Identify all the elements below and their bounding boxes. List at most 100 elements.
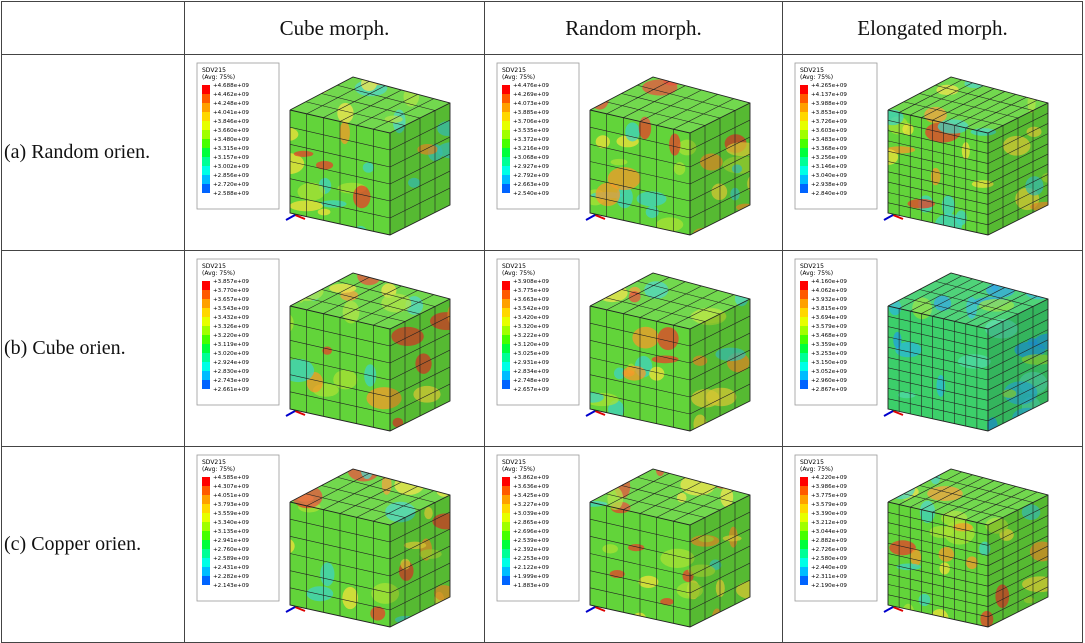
column-header: Elongated morph. bbox=[783, 2, 1083, 55]
stress-blotch bbox=[903, 604, 914, 621]
axis-triad bbox=[286, 411, 295, 416]
legend-value: +3.468e+09 bbox=[811, 333, 847, 339]
legend-swatch bbox=[502, 576, 510, 585]
legend-value: +3.256e+09 bbox=[811, 155, 847, 161]
table: Cube morph.Random morph.Elongated morph.… bbox=[1, 1, 1083, 643]
legend-swatch bbox=[202, 486, 210, 495]
row-label: (a) Random orien. bbox=[2, 55, 185, 251]
legend-swatch bbox=[202, 157, 210, 166]
plot-cell: SDV215(Avg: 75%)+3.908e+09+3.775e+09+3.6… bbox=[485, 251, 783, 447]
cube bbox=[585, 75, 760, 240]
legend-swatch bbox=[800, 344, 808, 353]
legend-value: +3.253e+09 bbox=[811, 351, 847, 357]
legend-value: +3.212e+09 bbox=[811, 520, 847, 526]
legend-average: (Avg: 75%) bbox=[502, 466, 535, 473]
stress-blotch bbox=[596, 183, 620, 206]
contour-plot: SDV215(Avg: 75%)+3.908e+09+3.775e+09+3.6… bbox=[485, 251, 781, 441]
legend-swatch bbox=[202, 567, 210, 576]
stress-blotch bbox=[413, 427, 424, 441]
legend-value: +3.775e+09 bbox=[513, 288, 549, 294]
legend-swatch bbox=[502, 371, 510, 380]
legend-value: +4.248e+09 bbox=[213, 101, 249, 107]
legend-swatch bbox=[800, 299, 808, 308]
legend-swatch bbox=[502, 166, 510, 175]
legend-value: +3.726e+09 bbox=[811, 119, 847, 125]
legend-value: +3.603e+09 bbox=[811, 128, 847, 134]
stress-blotch bbox=[392, 268, 401, 277]
legend-swatch bbox=[202, 281, 210, 290]
legend-swatch bbox=[800, 477, 808, 486]
legend-value: +3.986e+09 bbox=[811, 484, 847, 490]
stress-blotch bbox=[633, 613, 646, 624]
legend-value: +3.775e+09 bbox=[811, 493, 847, 499]
cube bbox=[582, 265, 759, 441]
legend-value: +2.938e+09 bbox=[811, 182, 847, 188]
legend-value: +2.282e+09 bbox=[213, 574, 249, 580]
legend-swatch bbox=[202, 317, 210, 326]
legend-value: +3.815e+09 bbox=[811, 306, 847, 312]
legend-swatch bbox=[202, 353, 210, 362]
legend-swatch bbox=[502, 495, 510, 504]
legend-swatch bbox=[800, 317, 808, 326]
legend-value: +2.856e+09 bbox=[213, 173, 249, 179]
stress-blotch bbox=[320, 562, 334, 586]
legend-average: (Avg: 75%) bbox=[800, 466, 833, 473]
legend-swatch bbox=[502, 299, 510, 308]
legend-value: +2.696e+09 bbox=[513, 529, 549, 535]
legend-value: +3.420e+09 bbox=[513, 315, 549, 321]
legend-swatch bbox=[800, 362, 808, 371]
legend-value: +1.883e+09 bbox=[513, 583, 549, 589]
legend-swatch bbox=[502, 486, 510, 495]
legend-value: +2.540e+09 bbox=[513, 191, 549, 197]
stress-blotch bbox=[592, 81, 605, 92]
stress-blotch bbox=[996, 73, 1011, 81]
stress-blotch bbox=[656, 217, 683, 231]
legend-value: +3.706e+09 bbox=[513, 119, 549, 125]
legend-value: +3.853e+09 bbox=[811, 110, 847, 116]
legend-value: +2.431e+09 bbox=[213, 565, 249, 571]
legend-variable: SDV215 bbox=[202, 459, 226, 466]
legend-swatch bbox=[800, 558, 808, 567]
legend-swatch bbox=[800, 540, 808, 549]
legend-value: +2.720e+09 bbox=[213, 182, 249, 188]
legend-value: +3.368e+09 bbox=[811, 146, 847, 152]
legend-average: (Avg: 75%) bbox=[202, 466, 235, 473]
legend-swatch bbox=[202, 148, 210, 157]
legend-swatch bbox=[800, 567, 808, 576]
stress-blotch bbox=[450, 268, 459, 278]
legend-value: +2.440e+09 bbox=[811, 565, 847, 571]
row: (a) Random orien.SDV215(Avg: 75%)+4.688e… bbox=[2, 55, 1083, 251]
legend-swatch bbox=[502, 103, 510, 112]
legend-swatch bbox=[502, 308, 510, 317]
legend-variable: SDV215 bbox=[502, 459, 526, 466]
legend-swatch bbox=[202, 477, 210, 486]
legend-swatch bbox=[202, 504, 210, 513]
legend-value: +3.559e+09 bbox=[213, 511, 249, 517]
legend-swatch bbox=[202, 549, 210, 558]
stress-blotch bbox=[438, 473, 460, 495]
plot-cell: SDV215(Avg: 75%)+4.265e+09+4.137e+09+3.9… bbox=[783, 55, 1083, 251]
axis-triad bbox=[586, 607, 595, 612]
cube bbox=[273, 71, 470, 240]
legend-swatch bbox=[502, 130, 510, 139]
legend-swatch bbox=[502, 362, 510, 371]
legend-variable: SDV215 bbox=[800, 263, 824, 270]
plot-cell: SDV215(Avg: 75%)+3.862e+09+3.636e+09+3.4… bbox=[485, 447, 783, 643]
legend-value: +1.999e+09 bbox=[513, 574, 549, 580]
stress-blotch bbox=[620, 424, 649, 432]
legend-value: +2.760e+09 bbox=[213, 547, 249, 553]
stress-blotch bbox=[625, 122, 639, 141]
legend-value: +2.882e+09 bbox=[811, 538, 847, 544]
stress-blotch bbox=[953, 621, 965, 637]
legend-value: +2.726e+09 bbox=[811, 547, 847, 553]
legend-swatch bbox=[800, 281, 808, 290]
contour-plot: SDV215(Avg: 75%)+4.160e+09+4.062e+09+3.9… bbox=[783, 251, 1081, 441]
stress-blotch bbox=[1037, 264, 1057, 280]
legend-swatch bbox=[800, 513, 808, 522]
legend-value: +4.585e+09 bbox=[213, 475, 249, 481]
legend-variable: SDV215 bbox=[800, 67, 824, 74]
legend-value: +3.425e+09 bbox=[513, 493, 549, 499]
legend-value: +3.039e+09 bbox=[513, 511, 549, 517]
legend-swatch bbox=[502, 558, 510, 567]
legend-swatch bbox=[800, 335, 808, 344]
